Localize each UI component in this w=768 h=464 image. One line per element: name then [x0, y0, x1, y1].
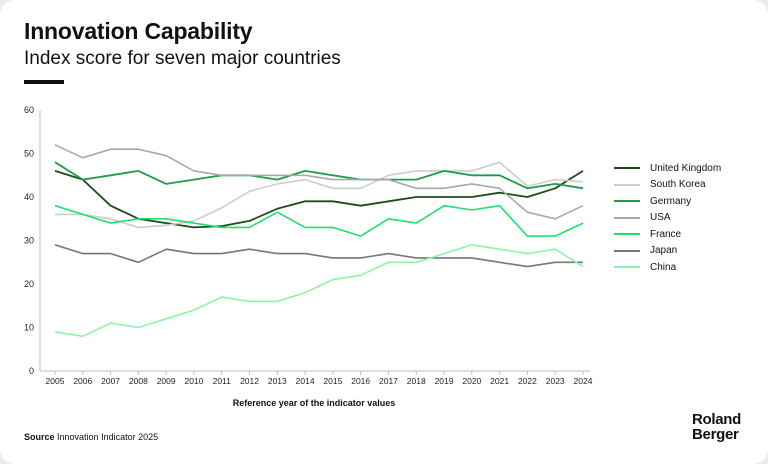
source-text: Innovation Indicator 2025	[57, 432, 159, 442]
y-tick-label: 50	[24, 149, 34, 159]
legend-item: China	[614, 259, 721, 276]
x-tick-label: 2007	[101, 376, 120, 386]
x-axis-title: Reference year of the indicator values	[232, 398, 396, 408]
title-rule	[24, 80, 64, 84]
legend-label: Japan	[650, 245, 678, 257]
x-axis: 2005 2006 2007 2008 2009 2010 2011 2012 2013 2014…	[40, 370, 593, 386]
y-tick-label: 40	[24, 192, 34, 202]
x-tick-label: 2014	[296, 376, 315, 386]
y-tick-label: 30	[24, 236, 34, 246]
logo-line-2: Berger	[692, 426, 739, 443]
legend-swatch	[614, 266, 640, 269]
x-tick-label: 2006	[73, 376, 92, 386]
y-tick-label: 20	[24, 279, 34, 289]
source-label: Source	[24, 432, 55, 442]
x-tick-label: 2020	[462, 376, 481, 386]
legend-label: United Kingdom	[650, 162, 722, 174]
series-group	[54, 144, 584, 338]
legend-label: USA	[650, 212, 671, 224]
legend-swatch	[614, 249, 640, 252]
x-tick-label: 2010	[184, 376, 203, 386]
chart-legend: United Kingdom South Korea Germany USA Franc…	[614, 160, 721, 276]
page-title: Innovation Capability	[24, 18, 253, 44]
series-line-china	[54, 244, 584, 338]
x-tick-label: 2013	[268, 376, 287, 386]
legend-label: Germany	[650, 195, 692, 207]
legend-swatch	[614, 183, 640, 186]
x-tick-label: 2023	[546, 376, 565, 386]
series-line-germany	[54, 161, 584, 190]
series-line-france	[54, 204, 584, 237]
x-tick-label: 2018	[407, 376, 426, 386]
x-tick-label: 2005	[46, 376, 65, 386]
legend-label: China	[650, 261, 677, 273]
roland-berger-logo: Roland Berger	[692, 412, 741, 442]
x-tick-label: 2008	[129, 376, 148, 386]
x-tick-label: 2017	[379, 376, 398, 386]
logo-line-1: Roland	[692, 411, 742, 428]
legend-label: France	[650, 228, 682, 240]
y-axis: 0 10 20 30 40 50 60	[24, 105, 41, 376]
y-tick-label: 0	[29, 366, 34, 376]
legend-item: France	[614, 226, 721, 243]
y-tick-label: 60	[24, 105, 34, 115]
legend-swatch	[614, 200, 640, 203]
legend-item: Japan	[614, 243, 721, 260]
legend-item: United Kingdom	[614, 160, 721, 177]
legend-item: South Korea	[614, 177, 721, 194]
x-tick-label: 2016	[351, 376, 370, 386]
x-tick-label: 2019	[435, 376, 454, 386]
series-line-japan	[54, 244, 583, 268]
x-tick-label: 2011	[213, 376, 232, 386]
x-tick-label: 2022	[518, 376, 537, 386]
x-tick-label: 2021	[490, 376, 509, 386]
page-subtitle: Index score for seven major countries	[24, 48, 341, 69]
legend-swatch	[614, 216, 640, 219]
x-tick-label: 2009	[157, 376, 176, 386]
legend-swatch	[614, 233, 640, 236]
x-tick-label: 2012	[240, 376, 259, 386]
legend-item: Germany	[614, 193, 721, 210]
y-tick-label: 10	[24, 323, 34, 333]
legend-swatch	[614, 167, 640, 170]
x-tick-label: 2015	[323, 376, 342, 386]
series-line-usa	[54, 144, 584, 220]
legend-label: South Korea	[650, 179, 706, 191]
source-note: Source Innovation Indicator 2025	[24, 432, 158, 442]
series-line-south-korea	[55, 161, 584, 229]
x-tick-label: 2024	[574, 376, 593, 386]
legend-item: USA	[614, 210, 721, 227]
